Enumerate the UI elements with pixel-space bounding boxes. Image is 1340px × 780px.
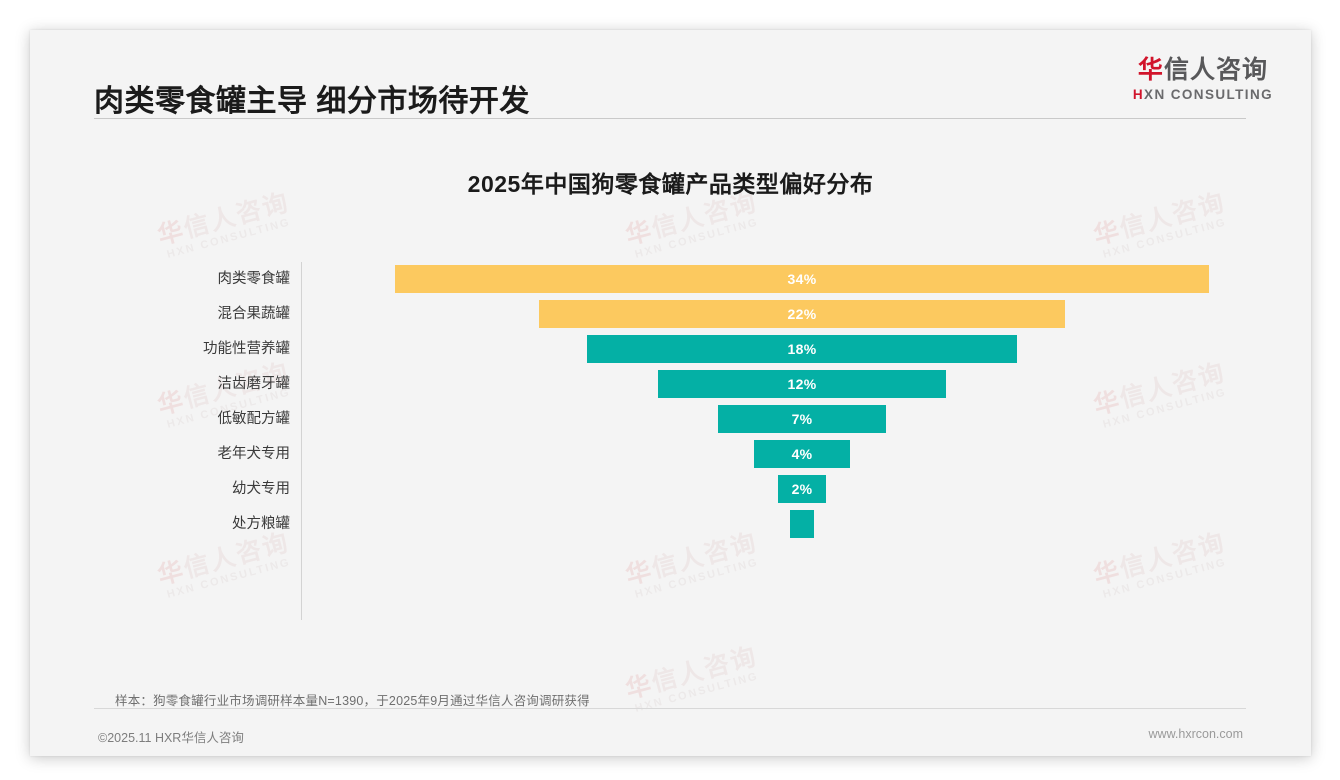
- chart-category-label: 功能性营养罐: [203, 341, 290, 357]
- chart-bar-row: 混合果蔬罐 22%: [30, 300, 1311, 335]
- chart-bar-row: 洁齿磨牙罐 12%: [30, 370, 1311, 405]
- header-divider: [94, 118, 1246, 119]
- chart-bar[interactable]: [790, 510, 814, 538]
- chart-bar-value-label: 12%: [787, 376, 817, 392]
- chart-category-label: 低敏配方罐: [217, 411, 291, 427]
- chart-bar[interactable]: 34%: [395, 265, 1209, 293]
- footer-copyright: ©2025.11 HXR华信人咨询: [98, 731, 244, 745]
- chart-category-label: 幼犬专用: [232, 481, 290, 497]
- chart-bar[interactable]: 18%: [586, 335, 1018, 363]
- chart-bar-row: 处方粮罐: [30, 510, 1311, 545]
- slide-card: 华信人咨询 HXN CONSULTING 华信人咨询 HXN CONSULTIN…: [30, 30, 1311, 756]
- chart-bar-track: 7%: [302, 405, 1302, 433]
- chart-bar[interactable]: 4%: [754, 440, 850, 468]
- chart-bar-row: 肉类零食罐 34%: [30, 265, 1311, 300]
- brand-logo-en: HXN CONSULTING: [1133, 87, 1273, 102]
- chart-category-label: 混合果蔬罐: [217, 306, 291, 322]
- chart-bar-value-label: 2%: [791, 481, 813, 497]
- watermark-cn-red: 华: [622, 670, 657, 705]
- chart-bar-track: 4%: [302, 440, 1302, 468]
- chart-bar-track: 12%: [302, 370, 1302, 398]
- chart-bar[interactable]: 12%: [658, 370, 946, 398]
- chart-bar[interactable]: 2%: [778, 475, 826, 503]
- brand-logo: 华信人咨询 HXN CONSULTING: [1133, 56, 1273, 102]
- chart-category-label: 洁齿磨牙罐: [217, 376, 291, 392]
- watermark-cn-text: 华信人咨询: [622, 642, 761, 705]
- watermark-cn-rest: 信人咨询: [648, 642, 761, 698]
- chart-bar-row: 幼犬专用 2%: [30, 475, 1311, 510]
- chart-bar-track: 22%: [302, 300, 1302, 328]
- brand-logo-cn-accent: 华: [1137, 56, 1164, 84]
- chart-bar-track: 18%: [302, 335, 1302, 363]
- chart-bar-value-label: 22%: [787, 306, 817, 322]
- chart-bar[interactable]: 22%: [538, 300, 1066, 328]
- chart-bar[interactable]: 7%: [718, 405, 886, 433]
- footer-website[interactable]: www.hxrcon.com: [1148, 727, 1243, 741]
- chart-title: 2025年中国狗零食罐产品类型偏好分布: [467, 171, 874, 197]
- chart-category-label: 肉类零食罐: [217, 271, 291, 287]
- chart-bar-value-label: 34%: [787, 271, 817, 287]
- chart-bar-track: 34%: [302, 265, 1302, 293]
- chart-bar-value-label: 18%: [787, 341, 817, 357]
- chart-bar-value-label: 7%: [791, 411, 813, 427]
- footer-divider: [94, 708, 1246, 709]
- brand-logo-en-accent: H: [1132, 86, 1145, 102]
- watermark: 华信人咨询 HXN CONSULTING: [622, 642, 764, 717]
- chart-footnote: 样本：狗零食罐行业市场调研样本量N=1390，于2025年9月通过华信人咨询调研…: [115, 694, 590, 708]
- chart-category-label: 老年犬专用: [217, 446, 291, 462]
- page-title: 肉类零食罐主导 细分市场待开发: [94, 85, 530, 118]
- chart-bar-row: 低敏配方罐 7%: [30, 405, 1311, 440]
- brand-logo-cn-rest: 信人咨询: [1163, 56, 1268, 84]
- brand-logo-en-rest: XN CONSULTING: [1144, 86, 1273, 102]
- watermark-en-text: HXN CONSULTING: [633, 670, 761, 716]
- chart-bar-value-label: 4%: [791, 446, 813, 462]
- chart-axis-line: [301, 262, 302, 620]
- brand-logo-cn: 华信人咨询: [1133, 56, 1273, 85]
- slide-footer: ©2025.11 HXR华信人咨询 www.hxrcon.com: [30, 716, 1311, 756]
- chart-bar-row: 老年犬专用 4%: [30, 440, 1311, 475]
- chart-category-label: 处方粮罐: [232, 516, 290, 532]
- chart-bar-track: 2%: [302, 475, 1302, 503]
- funnel-bar-chart: 肉类零食罐 34% 混合果蔬罐 22% 功能性营养罐 18% 洁齿磨牙罐 12% 低敏配方罐 7%…: [30, 230, 1311, 630]
- chart-bar-track: [302, 510, 1302, 538]
- chart-rows: 肉类零食罐 34% 混合果蔬罐 22% 功能性营养罐 18% 洁齿磨牙罐 12% 低敏配方罐 7%…: [30, 265, 1311, 545]
- chart-bar-row: 功能性营养罐 18%: [30, 335, 1311, 370]
